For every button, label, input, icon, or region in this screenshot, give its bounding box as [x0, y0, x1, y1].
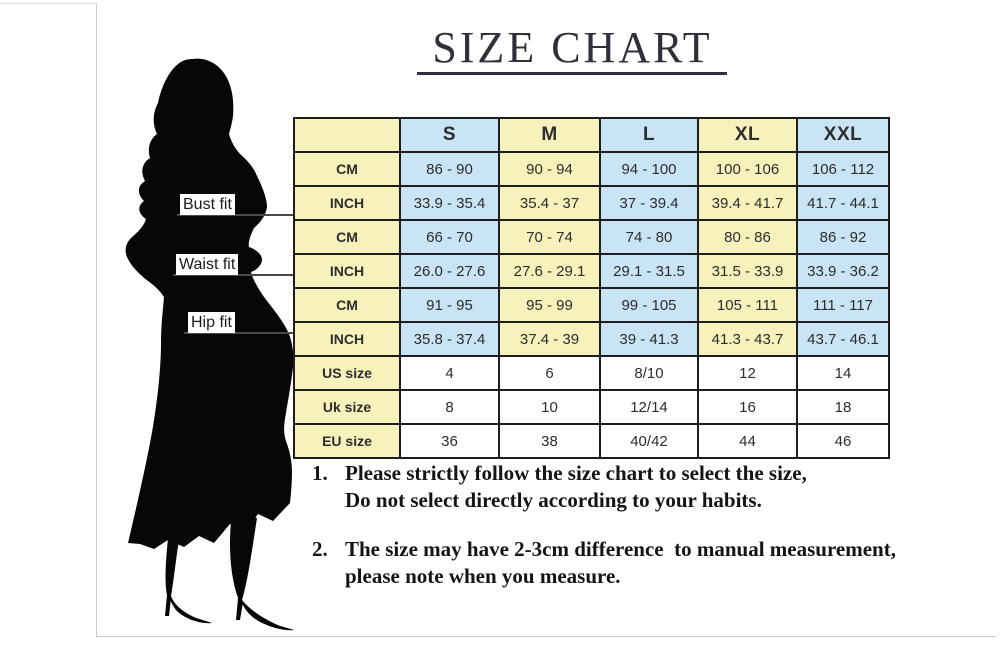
table-cell: 70 - 74 — [498, 219, 601, 255]
size-col-l: L — [599, 117, 699, 153]
table-cell: 74 - 80 — [599, 219, 699, 255]
note-line: Please strictly follow the size chart to… — [345, 461, 807, 485]
table-row-hip-inch: INCH 35.8 - 37.4 37.4 - 39 39 - 41.3 41.… — [293, 321, 890, 357]
table-cell: 33.9 - 36.2 — [796, 253, 890, 289]
hip-fit-label: Hip fit — [188, 312, 235, 333]
table-cell: 4 — [399, 355, 500, 391]
table-cell: 99 - 105 — [599, 287, 699, 323]
table-cell: 91 - 95 — [399, 287, 500, 323]
size-col-xxl: XXL — [796, 117, 890, 153]
title-underline — [417, 72, 727, 75]
row-label: CM — [293, 219, 401, 255]
frame-top-line — [0, 3, 96, 4]
table-cell: 39 - 41.3 — [599, 321, 699, 357]
table-cell: 36 — [399, 423, 500, 459]
woman-silhouette-icon — [125, 58, 294, 631]
table-cell: 80 - 86 — [697, 219, 798, 255]
table-cell: 41.3 - 43.7 — [697, 321, 798, 357]
table-cell: 8 — [399, 389, 500, 425]
table-cell: 33.9 - 35.4 — [399, 185, 500, 221]
table-cell: 16 — [697, 389, 798, 425]
table-cell: 18 — [796, 389, 890, 425]
table-cell: 37.4 - 39 — [498, 321, 601, 357]
note-number: 2. — [312, 537, 328, 561]
table-cell: 6 — [498, 355, 601, 391]
row-label: Uk size — [293, 389, 401, 425]
table-cell: 105 - 111 — [697, 287, 798, 323]
table-cell: 95 - 99 — [498, 287, 601, 323]
row-label: CM — [293, 287, 401, 323]
page-title: SIZE CHART — [432, 23, 713, 72]
size-table: S M L XL XXL CM 86 - 90 90 - 94 94 - 100… — [293, 117, 890, 459]
note-line: please note when you measure. — [345, 564, 621, 588]
size-col-m: M — [498, 117, 601, 153]
table-cell: 94 - 100 — [599, 151, 699, 187]
row-label: CM — [293, 151, 401, 187]
waist-fit-label: Waist fit — [176, 254, 239, 275]
table-cell: 100 - 106 — [697, 151, 798, 187]
table-cell: 27.6 - 29.1 — [498, 253, 601, 289]
table-cell: 41.7 - 44.1 — [796, 185, 890, 221]
table-cell: 44 — [697, 423, 798, 459]
table-cell: 46 — [796, 423, 890, 459]
row-label: US size — [293, 355, 401, 391]
hip-pointer-line — [184, 332, 293, 334]
row-label: INCH — [293, 253, 401, 289]
table-cell: 111 - 117 — [796, 287, 890, 323]
table-cell: 66 - 70 — [399, 219, 500, 255]
table-cell: 12 — [697, 355, 798, 391]
bust-pointer-line — [177, 214, 293, 216]
table-cell: 35.4 - 37 — [498, 185, 601, 221]
frame-left-line — [96, 3, 97, 637]
table-row-eu-size: EU size 36 38 40/42 44 46 — [293, 423, 890, 459]
table-cell: 29.1 - 31.5 — [599, 253, 699, 289]
table-row-hip-cm: CM 91 - 95 95 - 99 99 - 105 105 - 111 11… — [293, 287, 890, 323]
table-cell: 35.8 - 37.4 — [399, 321, 500, 357]
frame-bottom-line — [96, 636, 997, 637]
table-row-bust-inch: INCH 33.9 - 35.4 35.4 - 37 37 - 39.4 39.… — [293, 185, 890, 221]
note-line: The size may have 2-3cm difference to ma… — [345, 537, 896, 561]
table-cell: 106 - 112 — [796, 151, 890, 187]
table-row-uk-size: Uk size 8 10 12/14 16 18 — [293, 389, 890, 425]
table-cell: 38 — [498, 423, 601, 459]
size-table-header-row: S M L XL XXL — [293, 117, 890, 153]
table-cell: 86 - 92 — [796, 219, 890, 255]
table-cell: 8/10 — [599, 355, 699, 391]
note-line: Do not select directly according to your… — [345, 488, 762, 512]
row-label: EU size — [293, 423, 401, 459]
bust-fit-label: Bust fit — [180, 194, 235, 215]
table-cell: 14 — [796, 355, 890, 391]
table-row-us-size: US size 4 6 8/10 12 14 — [293, 355, 890, 391]
table-row-waist-inch: INCH 26.0 - 27.6 27.6 - 29.1 29.1 - 31.5… — [293, 253, 890, 289]
table-cell: 12/14 — [599, 389, 699, 425]
table-cell: 10 — [498, 389, 601, 425]
size-col-xl: XL — [697, 117, 798, 153]
note-2: 2. The size may have 2-3cm difference to… — [312, 536, 990, 590]
table-row-waist-cm: CM 66 - 70 70 - 74 74 - 80 80 - 86 86 - … — [293, 219, 890, 255]
table-cell: 26.0 - 27.6 — [399, 253, 500, 289]
note-number: 1. — [312, 461, 328, 485]
table-row-bust-cm: CM 86 - 90 90 - 94 94 - 100 100 - 106 10… — [293, 151, 890, 187]
corner-cell — [293, 117, 401, 153]
row-label: INCH — [293, 185, 401, 221]
waist-pointer-line — [173, 274, 293, 276]
table-cell: 43.7 - 46.1 — [796, 321, 890, 357]
size-col-s: S — [399, 117, 500, 153]
note-1: 1. Please strictly follow the size chart… — [312, 460, 990, 514]
row-label: INCH — [293, 321, 401, 357]
table-cell: 31.5 - 33.9 — [697, 253, 798, 289]
table-cell: 86 - 90 — [399, 151, 500, 187]
table-cell: 39.4 - 41.7 — [697, 185, 798, 221]
table-cell: 37 - 39.4 — [599, 185, 699, 221]
table-cell: 90 - 94 — [498, 151, 601, 187]
table-cell: 40/42 — [599, 423, 699, 459]
